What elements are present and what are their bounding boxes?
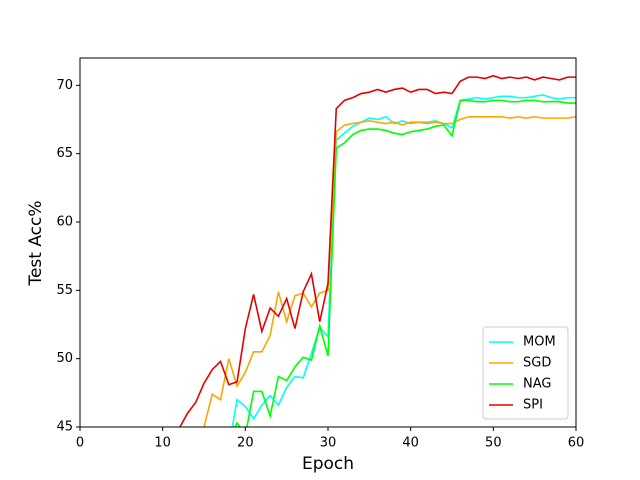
x-tick-label: 0	[76, 436, 84, 451]
y-axis-label: Test Acc%	[26, 200, 46, 286]
legend-label: SPI	[523, 398, 543, 413]
y-tick-label: 60	[56, 215, 73, 230]
x-tick-label: 50	[485, 436, 502, 451]
legend-label: MOM	[523, 335, 556, 350]
y-tick-label: 45	[56, 420, 73, 435]
y-tick-label: 50	[56, 351, 73, 366]
legend-label: NAG	[523, 377, 551, 392]
x-tick-label: 20	[237, 436, 254, 451]
line-series	[234, 99, 576, 427]
line-series	[179, 74, 576, 427]
plot-area	[179, 74, 576, 427]
line-series	[203, 115, 576, 427]
x-axis-label: Epoch	[302, 454, 354, 474]
legend-label: SGD	[523, 356, 551, 371]
y-tick-label: 55	[56, 283, 73, 298]
y-tick-label: 65	[56, 146, 73, 161]
x-tick-label: 40	[402, 436, 419, 451]
line-series	[231, 94, 576, 427]
legend-box	[482, 326, 569, 420]
x-tick-label: 30	[320, 436, 337, 451]
x-tick-label: 10	[154, 436, 171, 451]
y-tick-label: 70	[56, 78, 73, 93]
axes-frame	[79, 57, 577, 428]
x-tick-label: 60	[568, 436, 585, 451]
